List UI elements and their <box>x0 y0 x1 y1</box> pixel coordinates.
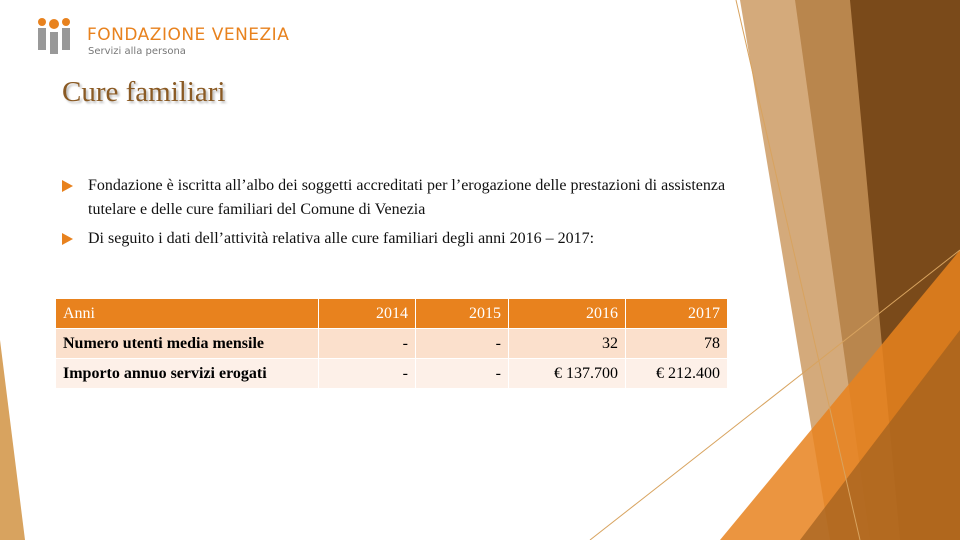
cell: 78 <box>625 328 728 359</box>
row: Numero utenti media mensile - - 32 78 <box>55 328 728 359</box>
header-cell: Anni <box>55 298 319 329</box>
cell: Numero utenti media mensile <box>55 328 319 359</box>
shape <box>589 249 960 540</box>
header-row: Anni 2014 2015 2016 2017 <box>55 298 728 329</box>
bullet-marker <box>62 180 73 192</box>
header-cell: 2014 <box>318 298 416 329</box>
cell: € 137.700 <box>508 358 626 389</box>
cell: - <box>415 358 509 389</box>
header-cell: 2015 <box>415 298 509 329</box>
bullet-text: Di seguito i dati dell’attività relativa… <box>88 230 595 247</box>
header-cell: 2016 <box>508 298 626 329</box>
cell: - <box>415 328 509 359</box>
cell: 32 <box>508 328 626 359</box>
cell: Importo annuo servizi erogati <box>55 358 319 389</box>
bullet-marker <box>62 233 73 245</box>
shape <box>0 340 25 540</box>
cell: € 212.400 <box>625 358 728 389</box>
shape <box>800 330 960 540</box>
logo-tagline: Servizi alla persona <box>88 46 186 57</box>
slide-title: Cure familiari <box>62 76 226 108</box>
logo-icon <box>38 18 70 54</box>
logo-name: FONDAZIONE VENEZIA <box>87 25 290 45</box>
cell: - <box>318 358 416 389</box>
data-table: Anni 2014 2015 2016 2017 Numero utenti m… <box>55 298 728 389</box>
shape <box>735 0 861 540</box>
cell: - <box>318 328 416 359</box>
header-cell: 2017 <box>625 298 728 329</box>
bullet-text: Fondazione è iscritta all’albo dei sogge… <box>88 177 726 218</box>
row: Importo annuo servizi erogati - - € 137.… <box>55 358 728 389</box>
